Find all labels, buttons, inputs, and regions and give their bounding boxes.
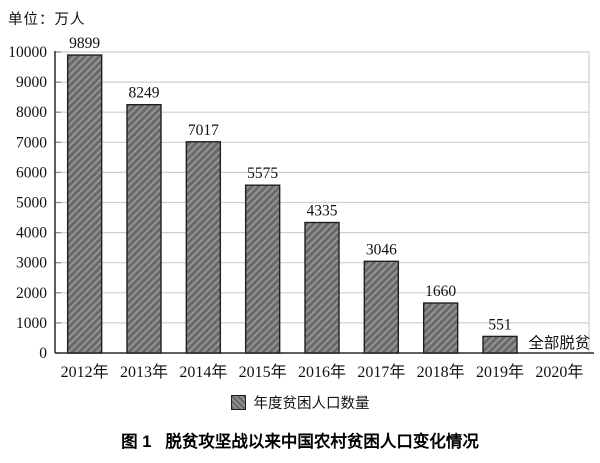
bar-value-label-2015年: 5575 bbox=[247, 165, 278, 182]
legend-label: 年度贫困人口数量 bbox=[253, 396, 370, 412]
y-axis-label-3000: 3000 bbox=[16, 255, 47, 272]
bar-value-label-2019年: 551 bbox=[488, 316, 511, 333]
y-axis-label-10000: 10000 bbox=[8, 44, 47, 61]
x-axis-label-2017年: 2017年 bbox=[357, 363, 405, 381]
legend-hatched-square-icon bbox=[230, 395, 246, 410]
bar-value-label-2018年: 1660 bbox=[425, 283, 456, 300]
x-axis-label-2019年: 2019年 bbox=[476, 363, 524, 381]
bar-value-label-2016年: 4335 bbox=[307, 203, 338, 220]
bar-2017年 bbox=[363, 260, 400, 354]
x-axis-label-2020年: 2020年 bbox=[535, 363, 583, 381]
x-axis-label-2013年: 2013年 bbox=[120, 363, 168, 381]
bar-2019年 bbox=[482, 335, 518, 354]
x-axis-label-2015年: 2015年 bbox=[239, 363, 287, 381]
bar-2016年 bbox=[304, 221, 340, 354]
bar-value-label-2012年: 9899 bbox=[69, 35, 100, 52]
y-axis-label-8000: 8000 bbox=[16, 104, 47, 121]
bar-value-label-2013年: 8249 bbox=[129, 85, 160, 102]
x-axis-label-2018年: 2018年 bbox=[417, 363, 465, 381]
y-axis-label-6000: 6000 bbox=[16, 164, 47, 181]
x-axis-label-2012年: 2012年 bbox=[61, 363, 109, 381]
figure-number: 图 1 bbox=[121, 433, 152, 451]
figure-title: 脱贫攻坚战以来中国农村贫困人口变化情况 bbox=[165, 433, 479, 451]
y-axis-label-5000: 5000 bbox=[16, 195, 47, 212]
y-axis-label-0: 0 bbox=[39, 345, 47, 362]
bar-chart: 0 1000 2000 3000 4000 5000 6000 7000 8000 9000 100… bbox=[8, 35, 594, 381]
bar-2018年 bbox=[422, 302, 459, 354]
bar-2013年 bbox=[126, 104, 162, 354]
bar-2012年 bbox=[66, 54, 103, 354]
bar-value-label-2014年: 7017 bbox=[188, 122, 219, 139]
x-axis-label-2016年: 2016年 bbox=[298, 363, 346, 381]
bar-2014年 bbox=[185, 141, 222, 354]
y-axis-label-4000: 4000 bbox=[16, 225, 47, 242]
y-axis-label-2000: 2000 bbox=[16, 285, 47, 302]
y-axis-label-7000: 7000 bbox=[16, 134, 47, 151]
x-axis-label-2014年: 2014年 bbox=[179, 363, 227, 381]
y-axis-label-9000: 9000 bbox=[16, 74, 47, 91]
bar-value-label-2017年: 3046 bbox=[366, 241, 397, 258]
bar-2015年 bbox=[244, 184, 281, 354]
figure-caption: 图 1 脱贫攻坚战以来中国农村贫困人口变化情况 bbox=[0, 428, 600, 452]
y-axis-label-1000: 1000 bbox=[16, 315, 47, 332]
unit-label: 单位：万人 bbox=[8, 12, 86, 28]
annotation-2020年: 全部脱贫 bbox=[528, 334, 590, 352]
legend: 年度贫困人口数量 bbox=[0, 392, 600, 413]
